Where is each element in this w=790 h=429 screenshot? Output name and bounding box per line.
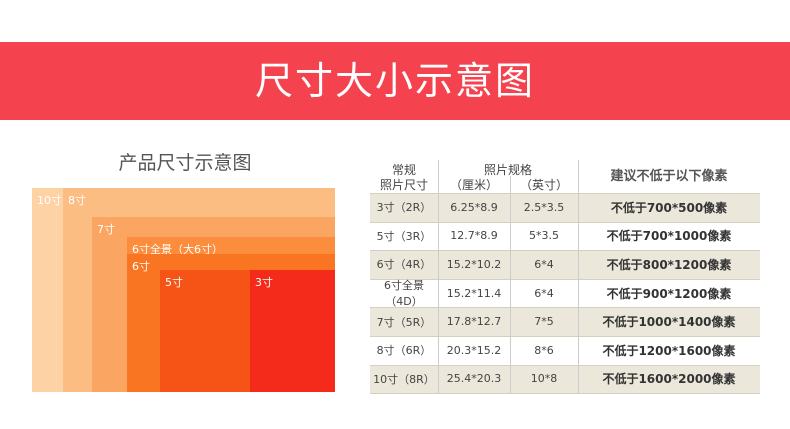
table-cell: 不低于800*1200像素 [606, 257, 732, 272]
table-cell: 20.3*15.2 [446, 343, 502, 357]
table-cell: 10*8 [530, 372, 558, 386]
separator [578, 160, 579, 193]
size-label: 8寸 [68, 194, 86, 207]
separator [510, 278, 511, 308]
table-cell: 8寸（6R） [376, 344, 432, 358]
table-row [370, 307, 760, 336]
banner-title: 尺寸大小示意图 [0, 42, 790, 120]
table-cell: 17.8*12.7 [446, 315, 502, 329]
separator [438, 364, 439, 394]
size-label: 10寸 [37, 194, 62, 207]
cm-header: （厘米） [449, 178, 498, 192]
table-row [370, 250, 760, 279]
separator [438, 250, 439, 279]
table-cell: 不低于700*500像素 [610, 200, 728, 215]
table-cell: 25.4*20.3 [446, 372, 502, 386]
table-row [370, 193, 760, 222]
table-cell: 10寸（8R） [373, 372, 435, 386]
separator [578, 336, 579, 365]
table-cell: 12.7*8.9 [450, 229, 498, 243]
separator [578, 278, 579, 308]
separator [578, 250, 579, 279]
table-bottom [370, 393, 760, 394]
separator [438, 193, 439, 222]
separator [578, 221, 579, 251]
table-cell: 8*6 [534, 343, 554, 357]
col-header-line: 照片尺寸 [379, 178, 428, 192]
table-cell: 不低于900*1200像素 [606, 286, 732, 301]
size-label: 7寸 [97, 223, 115, 236]
table-cell: 不低于1600*2000像素 [602, 372, 736, 387]
table-row [370, 336, 760, 365]
size-table: 常规 照片尺寸 照片规格 （厘米） （英寸） 建议不低于以下像素 3寸（2R） 6.… [370, 160, 760, 394]
table-cell: 6.25*8.9 [450, 200, 498, 214]
table-cell: 不低于700*1000像素 [606, 229, 732, 244]
table-cell: 6*4 [534, 286, 554, 300]
separator [578, 364, 579, 394]
separator [510, 336, 511, 365]
separator [438, 307, 439, 336]
size-label: 3寸 [255, 276, 273, 289]
table-cell: 3寸（2R） [376, 201, 432, 215]
separator [438, 278, 439, 308]
pixel-header: 建议不低于以下像素 [610, 169, 728, 184]
table-cell: 不低于1200*1600像素 [602, 343, 736, 358]
table-cell: 2.5*3.5 [523, 200, 565, 214]
separator [510, 193, 511, 222]
table-cell: 7寸（5R） [376, 315, 432, 329]
separator [510, 250, 511, 279]
separator [438, 160, 439, 193]
separator [578, 193, 579, 222]
size-label: 6寸全景（大6寸） [132, 243, 223, 256]
table-cell: 7*5 [534, 315, 554, 329]
table-row [370, 278, 760, 308]
table-row [370, 221, 760, 251]
table-cell: 15.2*10.2 [446, 257, 502, 271]
col-header: 常规 照片尺寸 [370, 163, 438, 193]
table-cell: 15.2*11.4 [446, 286, 502, 300]
separator [510, 176, 511, 193]
table-cell: 5*3.5 [529, 229, 559, 243]
separator [510, 364, 511, 394]
col-header-line: 常规 [391, 163, 416, 177]
separator [438, 336, 439, 365]
separator [578, 307, 579, 336]
separator [438, 221, 439, 251]
group-header: 照片规格 [483, 163, 532, 177]
size-label: 5寸 [165, 276, 183, 289]
table-cell: 不低于1000*1400像素 [602, 315, 736, 330]
separator [510, 221, 511, 251]
size-label: 6寸 [132, 260, 150, 273]
table-cell: 5寸（3R） [376, 229, 432, 243]
table-cell: 6*4 [534, 257, 554, 271]
table-row [370, 364, 760, 394]
table-cell: 6寸全景（4D） [384, 279, 424, 309]
size-box: 3寸 [250, 270, 335, 392]
inch-header: （英寸） [519, 178, 568, 192]
separator [510, 307, 511, 336]
diagram-title: 产品尺寸示意图 [118, 152, 252, 174]
table-cell: 6寸（4R） [376, 258, 432, 272]
